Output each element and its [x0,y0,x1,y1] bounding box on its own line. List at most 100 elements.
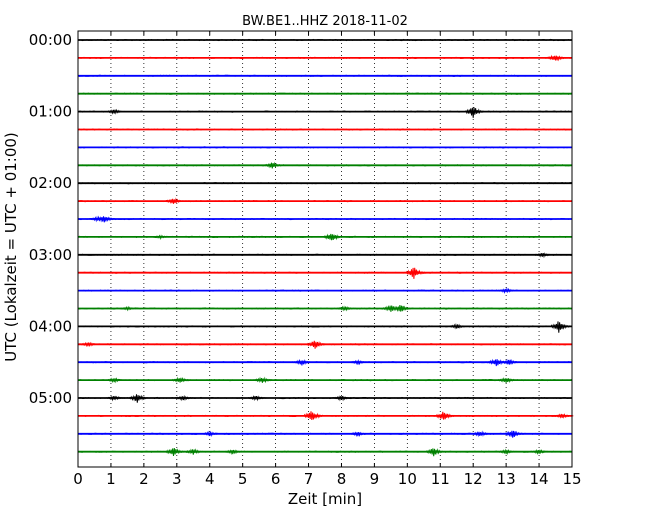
trace-noise [77,343,572,346]
x-tick-label: 15 [562,470,581,488]
seismic-event [306,340,327,349]
trace [77,161,572,169]
trace-noise [77,325,572,328]
trace-noise [77,253,572,256]
trace [77,358,572,367]
seismic-event [405,267,426,279]
x-tick-label: 14 [530,470,549,488]
trace [77,38,572,42]
trace [77,107,572,118]
y-axis-label: UTC (Lokalzeit = UTC + 01:00) [2,132,20,362]
seismic-event [425,448,446,457]
seismic-event [435,411,456,420]
seismic-event [263,161,284,169]
trace [77,340,572,349]
trace [77,394,572,403]
trace [77,92,572,95]
y-axis: 00:00 01:00 02:00 03:00 04:00 05:00 [29,31,572,407]
seismic-event [448,323,469,330]
x-tick-label: 11 [431,470,450,488]
trace-noise [77,307,572,310]
seismic-event [105,108,126,115]
seismic-event [105,377,126,384]
seismic-event [497,287,518,294]
trace [77,233,572,241]
x-tick-label: 1 [106,470,116,488]
x-tick-label: 4 [205,470,215,488]
trace-noise [77,217,572,221]
trace-group [77,38,574,457]
seismic-event [349,359,370,366]
x-tick-label: 2 [139,470,149,488]
trace [77,54,572,62]
x-tick-label: 5 [238,470,248,488]
seismic-event [336,305,357,312]
y-tick-label: 02:00 [29,174,72,192]
x-axis: 0 1 2 3 4 5 6 7 8 9 10 11 12 13 14 15 [73,31,582,488]
trace [77,215,572,223]
trace-noise [77,56,572,60]
trace-noise [77,378,572,382]
x-axis-label: Zeit [min] [288,490,362,508]
trace [77,376,572,384]
seismic-event [550,321,571,333]
y-tick-label: 00:00 [29,31,72,49]
x-tick-label: 10 [398,470,417,488]
trace [77,287,572,294]
seismic-event [293,358,314,366]
seismic-event [501,358,521,365]
chart-title: BW.BE1..HHZ 2018-11-02 [242,14,408,29]
x-tick-label: 3 [172,470,182,488]
trace-noise [77,289,572,292]
trace-noise [77,182,572,185]
x-tick-label: 13 [497,470,516,488]
trace [77,128,572,131]
seismic-event [95,216,116,223]
x-tick-label: 8 [337,470,347,488]
trace [77,304,572,313]
seismic-event [530,448,551,456]
seismic-event [79,341,100,348]
plot-frame [77,30,573,468]
seismic-event [392,304,413,313]
trace-noise [77,146,572,149]
y-tick-label: 01:00 [29,103,72,121]
trace-noise [77,128,572,131]
trace [77,197,572,204]
y-tick-label: 05:00 [29,389,72,407]
seismic-event [534,252,554,259]
seismic-event [105,395,126,402]
trace-noise [77,396,572,400]
trace-noise [77,74,572,77]
trace-noise [77,92,572,95]
trace [77,252,572,259]
seismic-event [247,395,268,402]
trace-noise [77,271,572,274]
seismic-event [171,376,192,383]
seismic-event [184,448,205,455]
trace [77,182,572,185]
x-tick-label: 7 [304,470,314,488]
seismic-event [224,449,245,456]
trace-noise [77,110,572,113]
x-tick-label: 6 [271,470,281,488]
x-tick-label: 12 [464,470,483,488]
seismic-event [504,430,525,438]
grid-lines [110,31,540,467]
seismic-event [119,305,139,312]
trace-noise [77,164,572,167]
seismic-event [128,394,149,403]
trace [77,321,572,333]
seismic-event [254,376,274,384]
y-tick-label: 04:00 [29,317,72,335]
trace [77,74,572,77]
trace [77,430,572,438]
seismic-event [152,234,172,240]
seismic-event [201,430,222,437]
seismic-event [165,448,185,457]
seismic-event [165,197,185,204]
seismic-event [471,430,492,438]
trace-noise [77,450,572,453]
seismic-event [323,233,344,241]
